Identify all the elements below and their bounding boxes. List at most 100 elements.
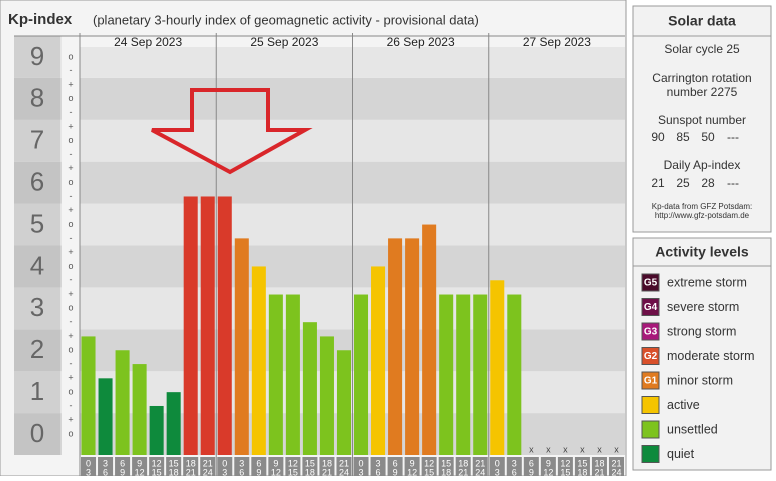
legend-badge: G4 (644, 302, 658, 313)
hour-start: 18 (186, 458, 196, 468)
hour-box (574, 457, 590, 476)
hour-start: 6 (120, 458, 125, 468)
legend-label: extreme storm (667, 275, 747, 289)
legend-badge: G2 (644, 351, 658, 362)
hour-start: 12 (152, 458, 162, 468)
solar-text: Carrington rotation (652, 71, 751, 85)
bar (149, 405, 164, 455)
bar (336, 350, 351, 455)
band-label-bg (14, 161, 60, 204)
hour-box (421, 457, 437, 476)
solar-text: 50 (701, 130, 715, 144)
hour-box (438, 457, 454, 476)
legend-label: minor storm (667, 373, 733, 387)
hour-start: 3 (376, 458, 381, 468)
bar (405, 238, 420, 455)
hour-box (115, 457, 131, 476)
hour-start: 21 (339, 458, 349, 468)
minor-tick-label: + (68, 289, 73, 299)
hour-start: 12 (424, 458, 434, 468)
bar (388, 238, 403, 455)
legend-swatch (641, 347, 660, 365)
hour-end: 21 (322, 467, 332, 476)
minor-tick-label: - (70, 107, 73, 117)
legend-swatch (641, 396, 660, 414)
solar-text: Daily Ap-index (664, 158, 741, 172)
hour-end: 24 (611, 467, 621, 476)
y-tick-label: 7 (30, 125, 44, 155)
solar-text: Activity levels (655, 244, 749, 260)
minor-tick-label: o (68, 177, 73, 187)
band (14, 77, 625, 120)
band (14, 329, 625, 372)
minor-tick-label: - (70, 149, 73, 159)
minor-tick-label: - (70, 317, 73, 327)
hour-end: 9 (120, 467, 125, 476)
hour-box (387, 457, 403, 476)
hour-box (217, 457, 233, 476)
hour-end: 18 (169, 467, 179, 476)
hour-start: 0 (359, 458, 364, 468)
hour-end: 3 (495, 467, 500, 476)
bar (251, 266, 266, 455)
hour-start: 0 (495, 458, 500, 468)
hour-box (166, 457, 182, 476)
hour-start: 12 (560, 458, 570, 468)
hour-box (404, 457, 420, 476)
legend-badge: G1 (644, 376, 658, 387)
bar (268, 294, 283, 455)
hour-start: 6 (393, 458, 398, 468)
legend-label: unsettled (667, 422, 718, 436)
legend-swatch (641, 445, 660, 463)
hour-start: 0 (222, 458, 227, 468)
minor-tick-label: + (68, 121, 73, 131)
minor-tick-label: + (68, 331, 73, 341)
hour-end: 15 (152, 467, 162, 476)
hour-box (540, 457, 556, 476)
hour-end: 6 (103, 467, 108, 476)
hour-box (489, 457, 505, 476)
solar-text: 85 (676, 130, 690, 144)
solar-text: http://www.gfz-potsdam.de (655, 211, 750, 220)
hour-start: 0 (86, 458, 91, 468)
hour-end: 21 (186, 467, 196, 476)
hour-end: 12 (407, 467, 417, 476)
hour-end: 3 (222, 467, 227, 476)
legend-label: quiet (667, 447, 695, 461)
hour-box (183, 457, 199, 476)
legend-swatch (641, 298, 660, 316)
legend-label: strong storm (667, 324, 736, 338)
hour-start: 9 (410, 458, 415, 468)
hour-end: 9 (393, 467, 398, 476)
bar (98, 378, 113, 455)
solar-panel (632, 5, 772, 233)
minor-tick-label: + (68, 163, 73, 173)
hour-start: 9 (137, 458, 142, 468)
day-label: 24 Sep 2023 (114, 35, 182, 49)
hour-start: 9 (546, 458, 551, 468)
legend-label: active (667, 398, 700, 412)
bar (81, 336, 96, 455)
band (14, 203, 625, 246)
minor-tick-label: - (70, 65, 73, 75)
hour-end: 21 (458, 467, 468, 476)
solar-text: 21 (651, 176, 665, 190)
bar (422, 224, 437, 455)
minor-tick-label: - (70, 233, 73, 243)
band (14, 245, 625, 288)
legend-badge: G3 (644, 327, 658, 338)
hour-box (319, 457, 335, 476)
hour-start: 21 (203, 458, 213, 468)
bar (115, 350, 130, 455)
bar (183, 196, 198, 456)
y-tick-label: 9 (30, 41, 44, 71)
bar (285, 294, 300, 455)
solar-text: number 2275 (667, 85, 738, 99)
minor-tick-label: + (68, 247, 73, 257)
legend-swatch (641, 322, 660, 341)
band-label-bg (14, 119, 60, 162)
bar (473, 294, 488, 455)
solar-text: Solar cycle 25 (664, 42, 740, 56)
y-tick-label: 6 (30, 167, 44, 197)
bar (456, 294, 471, 455)
